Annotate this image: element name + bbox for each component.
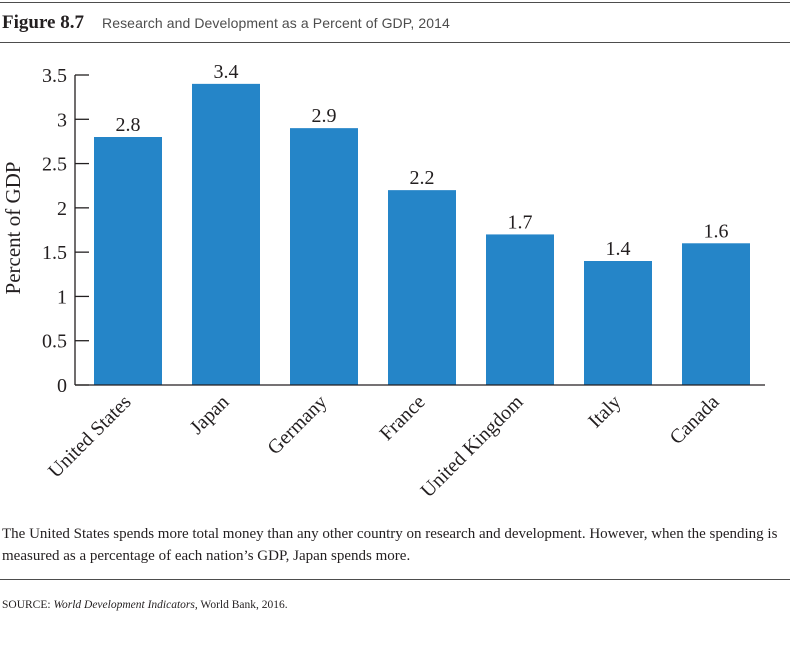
y-tick-label: 3.5 [42,65,67,87]
bar-value-label: 1.4 [606,238,631,260]
source-prefix: SOURCE: [2,599,54,611]
bar-value-label: 2.8 [116,114,141,136]
y-tick-label: 2 [57,198,67,220]
bar [584,261,652,385]
bar [388,190,456,385]
figure-label: Figure 8.7 [2,12,84,33]
bar-value-label: 1.6 [704,220,729,242]
figure-header: Figure 8.7 Research and Development as a… [2,12,450,36]
y-axis: 0 0.5 1 1.5 2 2.5 3 3.5 [42,65,89,397]
top-rule [0,2,790,3]
bar [682,243,750,385]
x-tick-label: France [375,391,429,445]
y-tick-label: 0 [57,375,67,397]
y-tick-label: 0.5 [42,331,67,353]
bars [94,83,750,385]
x-tick-label: Japan [186,391,234,439]
y-tick-label: 3 [57,109,67,131]
source-suffix: World Bank, 2016. [197,599,288,611]
value-labels: 2.8 3.4 2.9 2.2 1.7 1.4 1.6 [116,61,729,260]
figure-title: Research and Development as a Percent of… [101,15,450,31]
bar [192,83,260,385]
header-rule [0,42,790,43]
bar-chart: Percent of GDP 00.511.522.533.5 2.83.42.… [1,61,765,502]
source-publication: World Development Indicators, [53,599,198,611]
caption-rule [0,579,790,580]
source-note: SOURCE: World Development Indicators, Wo… [2,599,288,611]
bar [486,234,554,385]
bar-value-label: 2.9 [312,105,337,127]
x-tick-label: Italy [584,391,625,432]
bar-value-label: 3.4 [214,61,239,83]
figure-caption: The United States spends more total mone… [2,526,778,564]
x-tick-label: Germany [263,391,331,459]
x-tick-label: United States [44,391,136,483]
bar [290,128,358,385]
bar-value-label: 2.2 [410,167,435,189]
x-tick-label: Canada [666,391,724,449]
y-tick-label: 2.5 [42,154,67,176]
bar [94,137,162,385]
y-tick-label: 1.5 [42,242,67,264]
bar-value-label: 1.7 [508,211,533,233]
y-tick-label: 1 [57,286,67,308]
x-tick-label: United Kingdom [417,391,528,502]
y-axis-title: Percent of GDP [1,162,25,295]
